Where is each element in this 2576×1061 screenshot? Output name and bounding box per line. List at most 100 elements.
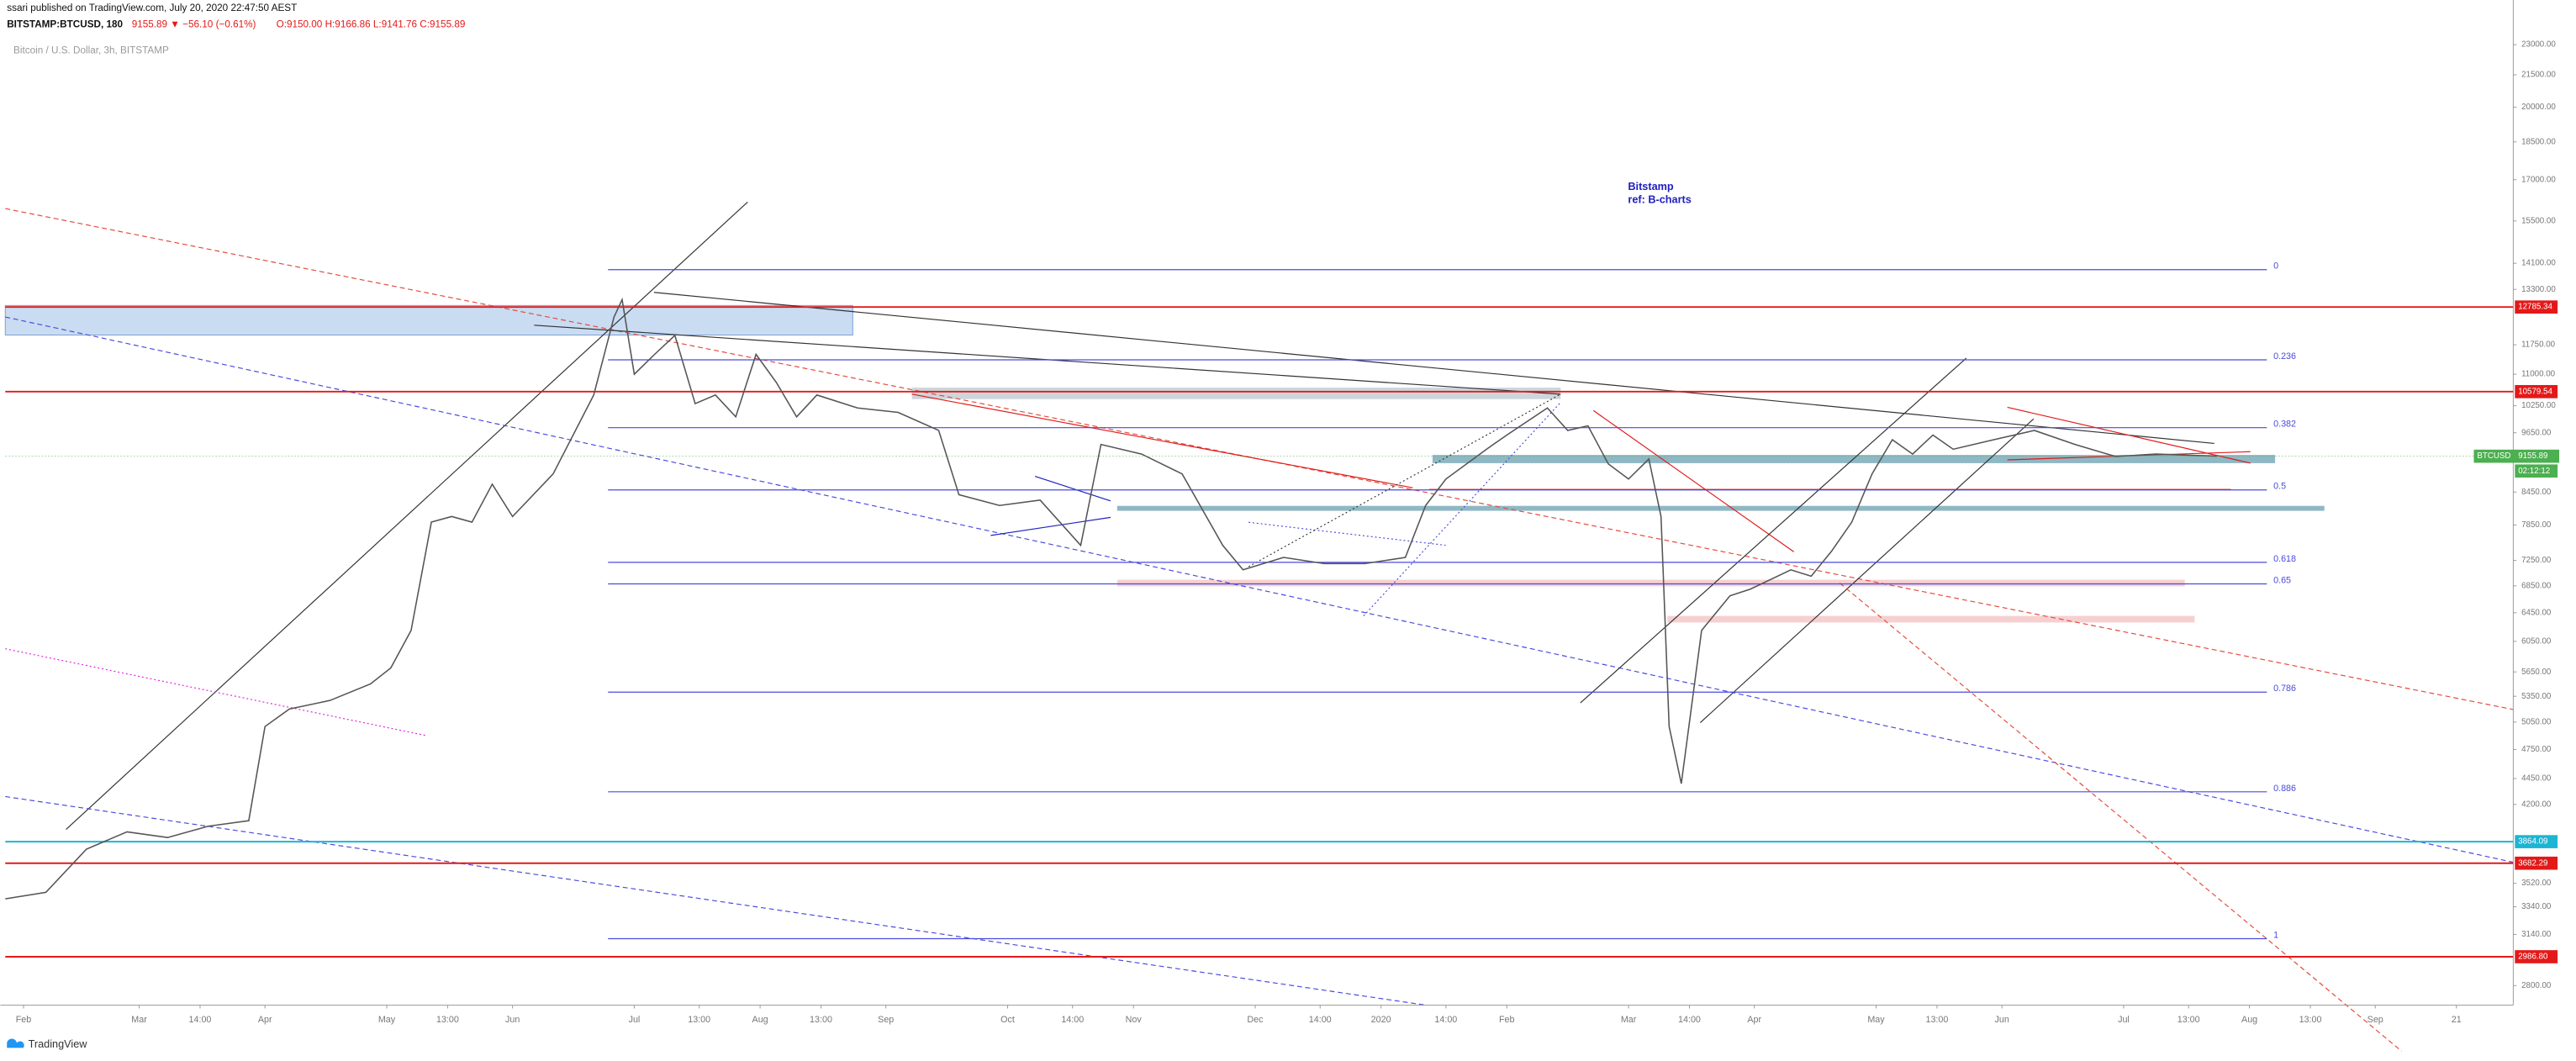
zone (1667, 615, 2195, 623)
y-tick-label: 6850.00 (2521, 581, 2552, 590)
price-tag (2515, 835, 2558, 848)
trendline (1363, 402, 1561, 616)
fib-label: 0.618 (2273, 554, 2296, 564)
y-tick-label: 2800.00 (2521, 981, 2552, 990)
drawings (0, 0, 2514, 1052)
y-tick-label: 13300.00 (2521, 285, 2556, 294)
y-tick-label: 7850.00 (2521, 520, 2552, 530)
triangle (990, 516, 1111, 536)
y-tick-label: 3520.00 (2521, 879, 2552, 888)
y-tick-label: 3140.00 (2521, 930, 2552, 939)
y-tick-label: 4450.00 (2521, 774, 2552, 784)
fib-label: 0.382 (2273, 420, 2296, 430)
y-tick-label: 5350.00 (2521, 692, 2552, 701)
price-tag (2515, 856, 2558, 870)
price-tag-label: 3864.09 (2518, 837, 2547, 847)
x-tick-label: Jun (505, 1015, 520, 1025)
x-tick-label: Sep (2367, 1015, 2383, 1025)
x-tick-label: Mar (1621, 1015, 1637, 1025)
fib-label: 0.65 (2273, 575, 2291, 585)
y-tick-label: 18500.00 (2521, 137, 2556, 146)
x-tick-label: 2020 (1371, 1015, 1391, 1025)
price-tag-label: 2986.80 (2518, 953, 2548, 962)
x-tick-label: Jun (1994, 1015, 2009, 1025)
price-tag (2515, 300, 2558, 314)
countdown: 02:12:12 (2518, 467, 2550, 476)
x-tick-label: 13:00 (688, 1015, 710, 1025)
last-name: BTCUSD (2477, 451, 2510, 461)
trendline (1840, 583, 2402, 1052)
y-tick-label: 17000.00 (2521, 175, 2556, 184)
x-tick-label: Oct (1000, 1015, 1015, 1025)
trendline (1248, 393, 1561, 567)
x-tick-label: 14:00 (1434, 1015, 1457, 1025)
y-tick-label: 11000.00 (2521, 370, 2556, 379)
chart-title: Bitcoin / U.S. Dollar, 3h, BITSTAMP (13, 45, 169, 56)
x-tick-label: Mar (131, 1015, 147, 1025)
x-tick-label: May (378, 1015, 396, 1025)
y-tick-label: 3340.00 (2521, 902, 2552, 911)
x-tick-label: Feb (16, 1015, 32, 1025)
trendline (66, 201, 748, 830)
price-tag-label: 10579.54 (2518, 387, 2552, 396)
y-tick-label: 20000.00 (2521, 103, 2556, 112)
last-value: 9155.89 (2518, 451, 2547, 461)
channel (1580, 357, 1967, 704)
x-tick-label: Aug (752, 1015, 768, 1025)
fib-label: 0.886 (2273, 784, 2296, 794)
x-tick-label: 14:00 (1309, 1015, 1332, 1025)
y-tick-label: 8450.00 (2521, 488, 2552, 497)
triangle (1034, 475, 1111, 502)
y-tick-label: 4200.00 (2521, 800, 2552, 809)
brand-logo (7, 1038, 24, 1048)
channel (1699, 418, 2035, 723)
x-tick-label: Apr (1747, 1015, 1761, 1025)
y-tick-label: 7250.00 (2521, 556, 2552, 565)
y-tick-label: 6050.00 (2521, 636, 2552, 646)
fib-label: 0.236 (2273, 351, 2296, 362)
x-tick-label: 14:00 (1678, 1015, 1701, 1025)
fib-label: 0 (2273, 261, 2278, 272)
last-tag (2473, 449, 2560, 463)
y-tick-label: 23000.00 (2521, 40, 2556, 50)
y-tick-label: 9650.00 (2521, 428, 2552, 437)
countdown-tag (2515, 464, 2558, 478)
y-tick-label: 5050.00 (2521, 717, 2552, 726)
y-tick-label: 21500.00 (2521, 71, 2556, 80)
x-tick-label: Aug (2241, 1015, 2257, 1025)
zone (1116, 505, 2325, 511)
x-tick-label: 13:00 (810, 1015, 832, 1025)
price-tag-label: 12785.34 (2518, 303, 2552, 312)
trendline (5, 316, 2514, 863)
triangle (2007, 406, 2251, 464)
fib-label: 0.5 (2273, 482, 2286, 492)
trendline (653, 292, 2214, 445)
trendline (1593, 409, 1795, 552)
trendline (5, 208, 2514, 710)
x-tick-label: 13:00 (2299, 1015, 2322, 1025)
ohlc: O:9150.00 H:9166.86 L:9141.76 C:9155.89 (277, 18, 466, 29)
trendline (1248, 521, 1446, 546)
x-tick-label: Feb (1499, 1015, 1515, 1025)
trendline (5, 648, 428, 736)
x-tick-label: 14:00 (1061, 1015, 1084, 1025)
publisher: ssari published on TradingView.com, July… (7, 3, 297, 13)
zone (4, 304, 853, 336)
y-tick-label: 6450.00 (2521, 608, 2552, 617)
x-tick-label: Jul (629, 1015, 641, 1025)
symbol: BITSTAMP:BTCUSD, 180 (7, 18, 123, 29)
x-tick-label: Dec (1247, 1015, 1264, 1025)
zone (911, 388, 1561, 399)
price-tag (2515, 385, 2558, 399)
x-tick-label: Apr (258, 1015, 272, 1025)
trendline (5, 795, 1427, 1006)
price-tag-label: 3682.29 (2518, 858, 2547, 868)
price-tag (2515, 950, 2558, 963)
y-tick-label: 5650.00 (2521, 668, 2552, 677)
zone (1116, 579, 2185, 587)
y-tick-label: 11750.00 (2521, 340, 2556, 350)
x-tick-label: 13:00 (1925, 1015, 1948, 1025)
x-tick-label: 21 (2452, 1015, 2462, 1025)
